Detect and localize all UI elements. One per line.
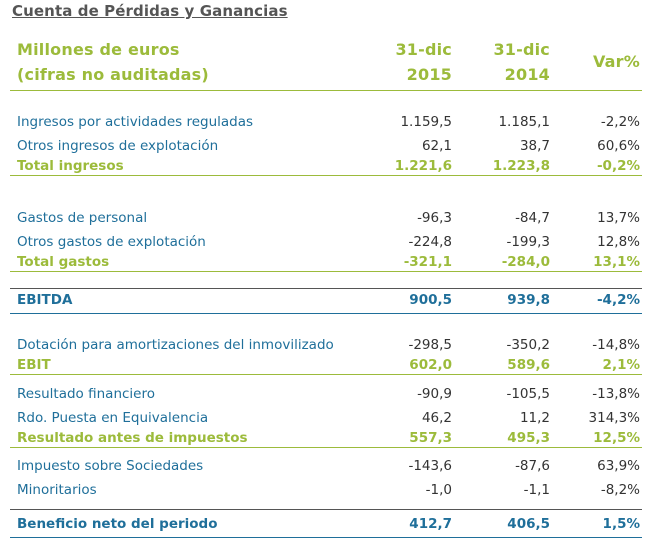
value-var: -4,2%	[596, 292, 640, 308]
value-2015: -90,9	[417, 386, 452, 402]
value-var: -14,8%	[592, 337, 640, 353]
value-2014: -87,6	[515, 458, 550, 474]
value-2014: -84,7	[515, 210, 550, 226]
row-minoritarios: Minoritarios -1,0 -1,1 -8,2%	[0, 480, 647, 500]
row-label: Otros ingresos de explotación	[17, 138, 219, 154]
value-2015: 1.221,6	[394, 158, 452, 174]
header-col-2014-year: 2014	[504, 65, 550, 84]
value-2015: -298,5	[408, 337, 452, 353]
row-ebit: EBIT 602,0 589,6 2,1%	[0, 355, 647, 375]
value-2014: 406,5	[507, 516, 550, 532]
value-2015: -96,3	[417, 210, 452, 226]
value-2015: 62,1	[421, 138, 452, 154]
header-col-2015-year: 2015	[406, 65, 452, 84]
row-divider	[10, 447, 642, 448]
row-otros-ingresos: Otros ingresos de explotación 62,1 38,7 60,…	[0, 136, 647, 156]
row-resultado-antes-impuestos: Resultado antes de impuestos 557,3 495,3 12…	[0, 428, 647, 448]
value-2015: -1,0	[425, 482, 452, 498]
value-var: 12,5%	[593, 430, 640, 446]
value-2014: -350,2	[506, 337, 550, 353]
row-divider	[10, 313, 642, 314]
row-label: Minoritarios	[17, 482, 97, 498]
value-2014: -1,1	[523, 482, 550, 498]
row-label: Beneficio neto del periodo	[17, 516, 218, 532]
value-2015: 557,3	[409, 430, 452, 446]
value-2014: 495,3	[507, 430, 550, 446]
row-total-ingresos: Total ingresos 1.221,6 1.223,8 -0,2%	[0, 156, 647, 176]
value-2014: 1.185,1	[498, 114, 550, 130]
value-2015: -321,1	[403, 254, 452, 270]
value-2015: -143,6	[408, 458, 452, 474]
row-resultado-financiero: Resultado financiero -90,9 -105,5 -13,8%	[0, 384, 647, 404]
value-2015: 1.159,5	[400, 114, 452, 130]
row-divider	[10, 509, 642, 510]
value-2014: 38,7	[519, 138, 550, 154]
value-2014: 589,6	[507, 357, 550, 373]
row-ebitda: EBITDA 900,5 939,8 -4,2%	[0, 290, 647, 310]
header-col-var: Var%	[592, 52, 640, 71]
row-label: Impuesto sobre Sociedades	[17, 458, 204, 474]
value-var: 2,1%	[602, 357, 640, 373]
value-var: 12,8%	[597, 234, 640, 250]
value-var: 1,5%	[602, 516, 640, 532]
value-2015: -224,8	[408, 234, 452, 250]
value-2014: -284,0	[501, 254, 550, 270]
value-var: 314,3%	[588, 410, 640, 426]
value-2014: -199,3	[506, 234, 550, 250]
row-gastos-personal: Gastos de personal -96,3 -84,7 13,7%	[0, 208, 647, 228]
value-var: 63,9%	[597, 458, 640, 474]
row-label: Dotación para amortizaciones del inmovil…	[17, 337, 334, 353]
row-divider	[10, 271, 642, 272]
row-label: EBIT	[17, 357, 51, 373]
value-2015: 900,5	[409, 292, 452, 308]
row-puesta-equivalencia: Rdo. Puesta en Equivalencia 46,2 11,2 314,3…	[0, 408, 647, 428]
value-2015: 602,0	[409, 357, 452, 373]
value-var: -13,8%	[592, 386, 640, 402]
value-var: -0,2%	[596, 158, 640, 174]
value-2014: -105,5	[506, 386, 550, 402]
header-label-line2: (cifras no auditadas)	[17, 65, 209, 84]
row-beneficio-neto: Beneficio neto del periodo 412,7 406,5 1,5%	[0, 514, 647, 534]
row-divider	[10, 288, 642, 289]
value-var: 13,7%	[597, 210, 640, 226]
header-col-2014-date: 31-dic	[493, 40, 550, 59]
value-2015: 412,7	[409, 516, 452, 532]
row-label: Total gastos	[17, 254, 110, 270]
row-label: Resultado antes de impuestos	[17, 430, 248, 446]
value-2015: 46,2	[421, 410, 452, 426]
value-2014: 11,2	[519, 410, 550, 426]
value-var: -8,2%	[600, 482, 640, 498]
row-label: Gastos de personal	[17, 210, 148, 226]
value-2014: 1.223,8	[492, 158, 550, 174]
row-impuesto-sociedades: Impuesto sobre Sociedades -143,6 -87,6 63,9…	[0, 456, 647, 476]
value-var: 13,1%	[593, 254, 640, 270]
row-divider	[10, 175, 642, 176]
row-label: EBITDA	[17, 292, 73, 308]
row-amortizaciones: Dotación para amortizaciones del inmovil…	[0, 335, 647, 355]
report-title: Cuenta de Pérdidas y Ganancias	[12, 2, 288, 20]
row-ingresos-reguladas: Ingresos por actividades reguladas 1.159,…	[0, 112, 647, 132]
row-label: Otros gastos de explotación	[17, 234, 206, 250]
header-label-line1: Millones de euros	[17, 40, 180, 59]
row-otros-gastos: Otros gastos de explotación -224,8 -199,3 1…	[0, 232, 647, 252]
row-divider	[10, 537, 642, 538]
value-var: 60,6%	[597, 138, 640, 154]
row-label: Total ingresos	[17, 158, 124, 174]
row-label: Rdo. Puesta en Equivalencia	[17, 410, 209, 426]
value-var: -2,2%	[600, 114, 640, 130]
row-label: Resultado financiero	[17, 386, 155, 402]
row-divider	[10, 374, 642, 375]
header-col-2015-date: 31-dic	[395, 40, 452, 59]
value-2014: 939,8	[507, 292, 550, 308]
row-label: Ingresos por actividades reguladas	[17, 114, 254, 130]
header-divider	[10, 90, 642, 91]
row-total-gastos: Total gastos -321,1 -284,0 13,1%	[0, 252, 647, 272]
